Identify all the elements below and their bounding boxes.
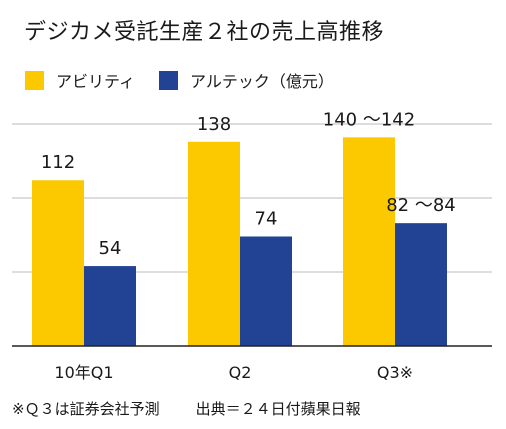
data-label: 82 〜84 [386,195,456,216]
legend: アビリティ アルテック（億元） [25,68,358,92]
data-label: 138 [197,114,231,135]
legend-item-abilitie: アビリティ [25,68,135,92]
x-tick-label: 10年Q1 [54,363,113,382]
bar-abilitie [32,180,84,346]
footer: ※Ｑ３は証券会社予測 出典＝２４日付蘋果日報 [12,398,361,419]
bar-abilitie [343,137,395,346]
legend-item-altek: アルテック（億元） [159,68,334,92]
source-note: 出典＝２４日付蘋果日報 [195,400,361,418]
chart-title: デジカメ受託生産２社の売上高推移 [24,20,385,45]
bar-altek [84,266,136,346]
bar-abilitie [188,141,240,346]
bar-altek [240,236,292,346]
legend-swatch-abilitie [25,70,44,90]
bar-altek [395,223,447,346]
legend-label-abilitie: アビリティ [56,72,136,91]
data-label: 74 [255,208,278,229]
data-label: 140 〜142 [323,109,415,130]
footnote: ※Ｑ３は証券会社予測 [12,400,160,418]
legend-swatch-altek [159,70,179,90]
x-tick-label: Q2 [229,363,252,382]
data-label: 112 [41,152,75,173]
legend-label-altek: アルテック（億元） [190,72,334,91]
data-label: 54 [99,238,122,259]
x-tick-label: Q3※ [377,363,413,382]
